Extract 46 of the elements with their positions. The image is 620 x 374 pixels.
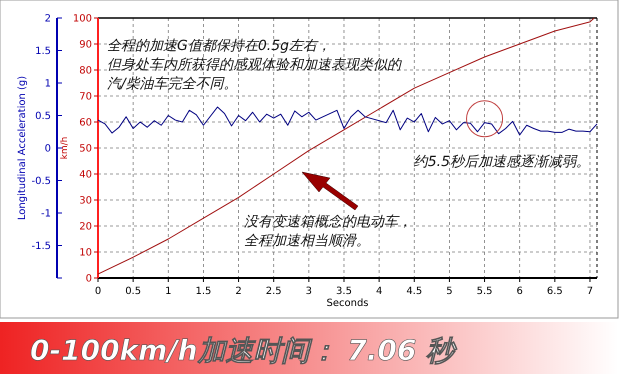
- annotation: 没有变速箱概念的电动车，: [244, 214, 412, 230]
- y-tick-label: 40: [79, 170, 92, 180]
- x-tick-label: 2: [235, 286, 242, 297]
- y-tick-label: 80: [79, 66, 92, 76]
- y-tick-label: 30: [79, 196, 92, 206]
- x-tick-label: 1: [165, 286, 172, 297]
- text: 0-100km/h加速时间： 7.06 秒: [30, 334, 458, 367]
- y2-tick-label: -1: [41, 208, 51, 220]
- annotation: 但身处车内所获得的感观体验和加速表现类似的: [107, 57, 402, 73]
- x-tick-label: 6: [516, 286, 523, 297]
- line-series: [98, 106, 598, 136]
- annotation: 全程加速相当顺滑。: [244, 233, 370, 249]
- x-tick-label: 0: [94, 286, 102, 297]
- y-tick-label: 50: [79, 144, 92, 154]
- x-tick-label: 7: [586, 286, 594, 297]
- x-tick-label: 4.5: [406, 286, 422, 297]
- x-tick-label: 2.5: [266, 286, 282, 297]
- x-tick-label: 4: [376, 286, 382, 297]
- x-tick-label: 3.5: [336, 286, 352, 297]
- x-tick-label: 1.5: [195, 286, 212, 297]
- y-tick-label: 20: [79, 222, 92, 232]
- y2-tick-label: 2: [44, 14, 51, 24]
- line-series: [98, 18, 595, 275]
- x-tick-label: 5.5: [476, 286, 492, 297]
- annotation: 约5.5秒后加速感逐渐减弱。: [414, 154, 590, 170]
- y-tick-label: 90: [79, 40, 92, 50]
- x-tick-label: 6.5: [546, 286, 563, 297]
- y-tick-label: 100: [72, 14, 92, 24]
- y-tick-label: 10: [79, 248, 92, 258]
- y2-tick-label: 0: [44, 144, 51, 154]
- y2-tick-label: 1.5: [35, 46, 51, 57]
- y-tick-label: 60: [79, 118, 92, 128]
- y-tick-label: 70: [79, 92, 92, 102]
- x-tick-label: 3: [306, 286, 312, 297]
- x-tick-label: 5: [446, 286, 453, 297]
- y-tick-label: 0: [86, 274, 92, 284]
- x-tick-label: 0.5: [125, 286, 142, 297]
- y2-tick-label: -1.5: [31, 241, 51, 252]
- y2-axis-title: Longitudinal Acceleration (g): [17, 76, 28, 220]
- annotation: 汽/柴油车完全不同。: [107, 76, 238, 92]
- x-axis-title: Seconds: [326, 298, 369, 309]
- y2-tick-label: -0.5: [31, 176, 51, 187]
- annotation: 全程的加速G值都保持在0.5g左右，: [107, 38, 331, 54]
- y2-tick-label: 0.5: [35, 111, 51, 122]
- y-axis-title: km/h: [60, 136, 70, 160]
- y2-tick-label: 1: [44, 78, 51, 90]
